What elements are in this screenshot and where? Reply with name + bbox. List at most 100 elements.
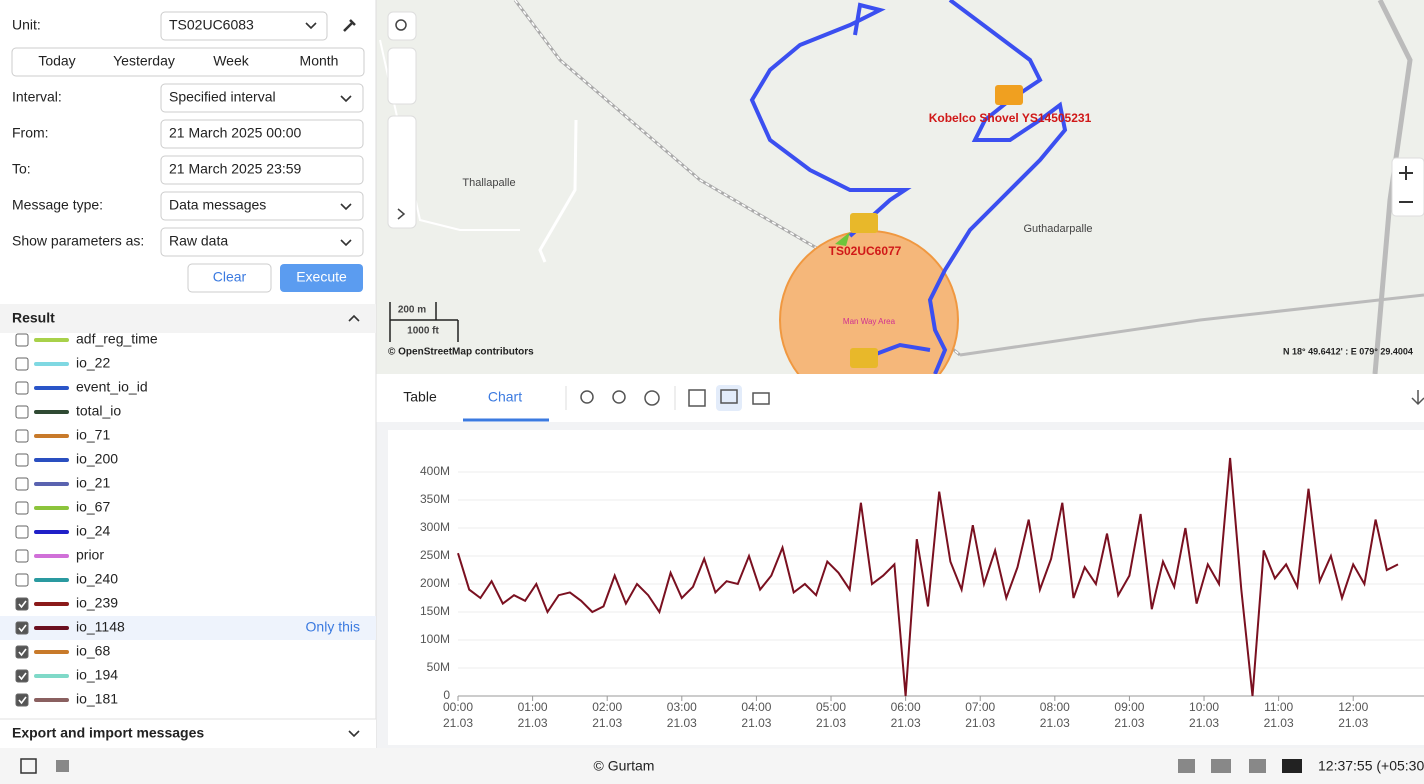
y-tick-label: 100M [420, 632, 450, 646]
result-header [0, 304, 376, 333]
field-value: Specified interval [169, 89, 276, 105]
field-label: To: [12, 161, 31, 177]
rail [959, 293, 1424, 357]
field-box[interactable] [160, 119, 364, 149]
param-name[interactable]: io_1148 [76, 619, 125, 635]
x-tick-label: 02:00 [592, 700, 622, 714]
apps-icon[interactable] [56, 760, 69, 772]
param-name[interactable]: io_194 [76, 667, 118, 683]
unit-label[interactable]: Kobelco Shovel YS14505231 [929, 111, 1092, 125]
x-tick-date: 21.03 [1338, 716, 1368, 730]
checkbox[interactable] [15, 453, 29, 467]
x-tick-date: 21.03 [965, 716, 995, 730]
checkbox[interactable] [15, 669, 29, 683]
param-name[interactable]: io_239 [76, 595, 118, 611]
footer [0, 748, 1424, 784]
y-tick-label: 0 [443, 688, 450, 702]
param-name[interactable]: event_io_id [76, 379, 148, 395]
x-tick-label: 01:00 [518, 700, 548, 714]
unit-select[interactable] [160, 11, 328, 41]
scale-label: 200 m [398, 305, 426, 316]
unit-icon[interactable] [995, 85, 1023, 105]
checkbox[interactable] [15, 549, 29, 563]
checkbox[interactable] [15, 501, 29, 515]
chevron [348, 730, 360, 738]
zoom-buttons[interactable] [1391, 157, 1424, 217]
chart-tools[interactable] [580, 389, 1424, 407]
param-name[interactable]: io_200 [76, 451, 118, 467]
checkbox[interactable] [15, 597, 29, 611]
x-tick-date: 21.03 [518, 716, 548, 730]
checkbox[interactable] [15, 525, 29, 539]
y-tick-label: 50M [427, 660, 450, 674]
param-name[interactable]: io_68 [76, 643, 110, 659]
unit-value: TS02UC6083 [169, 17, 254, 33]
param-name[interactable]: total_io [76, 403, 121, 419]
data-line [457, 457, 1399, 697]
field-box[interactable] [160, 83, 364, 113]
param-name[interactable]: io_240 [76, 571, 118, 587]
period-button[interactable]: Week [213, 53, 250, 69]
execute-button[interactable] [280, 264, 363, 292]
checkbox[interactable] [15, 429, 29, 443]
checkbox[interactable] [15, 357, 29, 371]
param-name[interactable]: io_71 [76, 427, 110, 443]
x-tick-label: 05:00 [816, 700, 846, 714]
param-name[interactable]: io_181 [76, 691, 118, 707]
param-name[interactable]: io_22 [76, 355, 110, 371]
chevron [305, 22, 317, 30]
x-tick-label: 12:00 [1338, 700, 1368, 714]
checkbox[interactable] [15, 477, 29, 491]
unit-icon[interactable] [850, 213, 878, 233]
tool-buttons[interactable] [387, 115, 417, 229]
field-value: Data messages [169, 197, 266, 213]
clear-label[interactable]: Clear [213, 269, 247, 285]
checkbox[interactable] [15, 381, 29, 395]
x-tick-date: 21.03 [1114, 716, 1144, 730]
param-name[interactable]: io_24 [76, 523, 110, 539]
clear-button[interactable] [187, 263, 272, 293]
checkbox[interactable] [15, 693, 29, 707]
param-name[interactable]: io_67 [76, 499, 110, 515]
x-tick-label: 03:00 [667, 700, 697, 714]
search-icon [395, 19, 407, 31]
layer-buttons[interactable] [387, 47, 417, 105]
field-box[interactable] [160, 191, 364, 221]
tool-active[interactable] [716, 385, 742, 411]
export-title[interactable]: Export and import messages [12, 725, 204, 741]
unit-icon[interactable] [850, 348, 878, 368]
checkbox[interactable] [15, 573, 29, 587]
coordinates: N 18° 49.6412' : E 079° 29.4004 [1283, 346, 1413, 356]
attribution: © OpenStreetMap contributors [388, 347, 534, 358]
only-this[interactable]: Only this [306, 619, 360, 635]
x-tick-date: 21.03 [741, 716, 771, 730]
expand-icon [397, 208, 406, 220]
execute-label[interactable]: Execute [296, 269, 347, 285]
checkbox[interactable] [15, 645, 29, 659]
field-value: Raw data [169, 233, 228, 249]
tab[interactable]: Table [403, 389, 437, 405]
checkbox[interactable] [15, 405, 29, 419]
param-name[interactable]: prior [76, 547, 104, 563]
tab[interactable]: Chart [488, 389, 522, 405]
status-icons[interactable] [1178, 759, 1302, 773]
period-button[interactable]: Yesterday [113, 53, 175, 69]
zone-label: Man Way Area [843, 317, 896, 326]
search-button[interactable] [387, 11, 417, 41]
param-name[interactable]: adf_reg_time [76, 331, 158, 347]
field-box[interactable] [160, 155, 364, 185]
period-button[interactable]: Today [38, 53, 75, 69]
checkbox[interactable] [15, 621, 29, 635]
wrench-icon[interactable] [343, 19, 356, 32]
layout-icon[interactable] [20, 758, 37, 774]
direction-arrow [835, 232, 850, 246]
checkbox[interactable] [15, 333, 29, 347]
road [538, 119, 578, 263]
period-button[interactable]: Month [300, 53, 339, 69]
check [18, 648, 27, 657]
field-box[interactable] [160, 227, 364, 257]
chevron [348, 314, 360, 322]
unit-label[interactable]: TS02UC6077 [829, 244, 902, 258]
param-name[interactable]: io_21 [76, 475, 110, 491]
